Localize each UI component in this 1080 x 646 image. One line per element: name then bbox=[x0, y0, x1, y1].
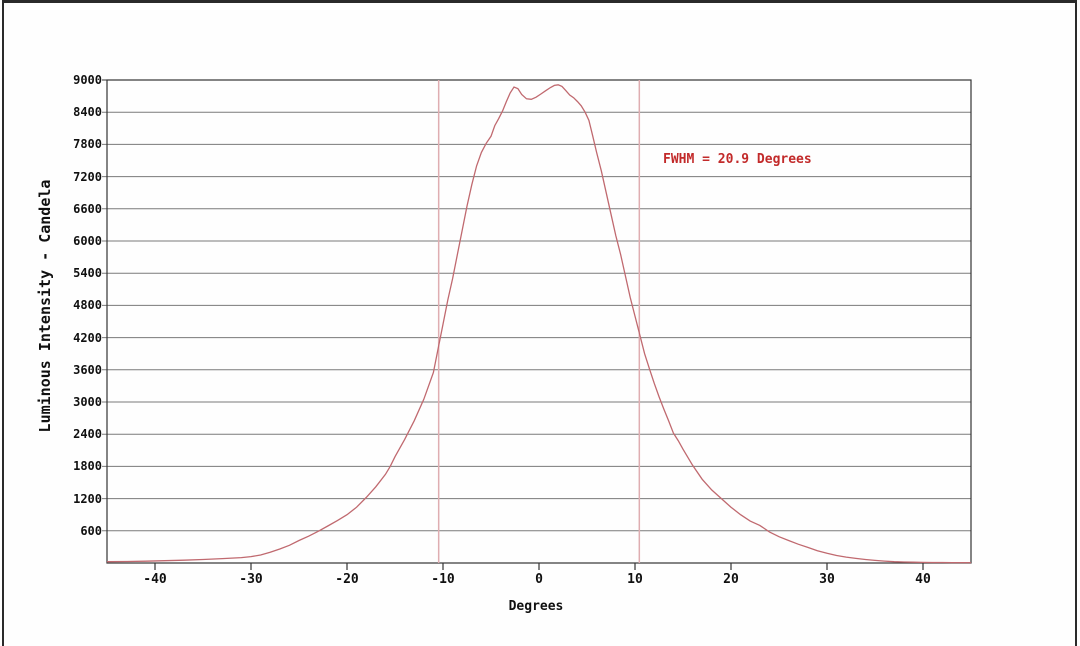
y-tick-label-4800: 4800 bbox=[73, 298, 102, 313]
x-axis-title: Degrees bbox=[508, 599, 564, 614]
x-tick-label-40: 40 bbox=[915, 572, 931, 587]
y-tick-label-6000: 6000 bbox=[73, 234, 102, 248]
x-tick-label--10: -10 bbox=[431, 572, 455, 587]
y-tick-label-3000: 3000 bbox=[73, 395, 102, 409]
y-tick-label-9000: 9000 bbox=[73, 73, 102, 87]
y-tick-label-600: 600 bbox=[80, 523, 102, 538]
y-axis-title: Luminous Intensity - Candela bbox=[36, 179, 54, 433]
x-tick-label-30: 30 bbox=[819, 572, 835, 587]
y-tick-label-8400: 8400 bbox=[73, 105, 102, 120]
y-tick-label-3600: 3600 bbox=[73, 362, 102, 377]
y-tick-label-1200: 1200 bbox=[73, 491, 102, 506]
y-tick-label-2400: 2400 bbox=[73, 427, 102, 442]
y-tick-label-6600: 6600 bbox=[73, 201, 102, 216]
plot-border bbox=[106, 79, 972, 564]
fwhm-annotation: FWHM = 20.9 Degrees bbox=[663, 152, 812, 167]
x-tick-label-0: 0 bbox=[535, 572, 543, 587]
y-tick-label-1800: 1800 bbox=[73, 459, 102, 474]
y-tick-label-7200: 7200 bbox=[73, 169, 102, 184]
y-tick-label-5400: 5400 bbox=[73, 266, 102, 281]
intensity-curve bbox=[106, 84, 971, 564]
x-tick-label-20: 20 bbox=[723, 572, 739, 587]
x-tick-label-10: 10 bbox=[627, 572, 643, 587]
x-tick-label--30: -30 bbox=[239, 572, 263, 587]
y-tick-label-4200: 4200 bbox=[73, 330, 102, 345]
x-tick-label--20: -20 bbox=[335, 572, 359, 587]
x-tick-label--40: -40 bbox=[143, 572, 167, 587]
y-tick-label-7800: 7800 bbox=[73, 137, 102, 152]
